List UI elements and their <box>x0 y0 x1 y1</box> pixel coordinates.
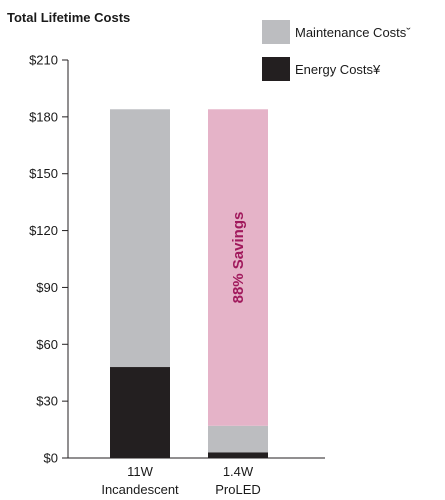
savings-band <box>208 109 268 426</box>
x-category-label-line1: 1.4W <box>223 464 254 479</box>
y-tick-label: $150 <box>29 166 58 181</box>
x-category-label-line2: Incandescent <box>101 482 179 497</box>
x-category-label-line2: ProLED <box>215 482 261 497</box>
chart-title: Total Lifetime Costs <box>7 10 130 25</box>
y-tick-label: $180 <box>29 109 58 124</box>
y-axis: $0 $30 $60 $90 $120 $150 $180 $210 <box>29 53 69 466</box>
x-category-label-line1: 11W <box>127 464 153 479</box>
legend-label-maintenance: Maintenance Costsˇ <box>295 25 411 40</box>
y-tick-label: $90 <box>36 280 58 295</box>
bar-segment-maintenance-0 <box>110 109 170 368</box>
y-tick-label: $30 <box>36 394 58 409</box>
bar-segment-energy-1 <box>208 452 268 458</box>
legend-swatch-maintenance <box>262 20 290 44</box>
y-tick-label: $0 <box>44 451 58 466</box>
legend-label-energy: Energy Costs¥ <box>295 62 381 77</box>
y-tick-label: $120 <box>29 223 58 238</box>
bar-segment-energy-0 <box>110 367 170 458</box>
y-tick-label: $60 <box>36 337 58 352</box>
bar-segment-maintenance-1 <box>208 425 268 453</box>
x-axis: 11W Incandescent 1.4W ProLED <box>68 457 325 497</box>
y-tick-label: $210 <box>29 53 58 68</box>
savings-label: 88% Savings <box>230 212 247 304</box>
bars: 88% Savings <box>110 109 268 458</box>
legend: Maintenance Costsˇ Energy Costs¥ <box>262 20 411 81</box>
legend-swatch-energy <box>262 57 290 81</box>
